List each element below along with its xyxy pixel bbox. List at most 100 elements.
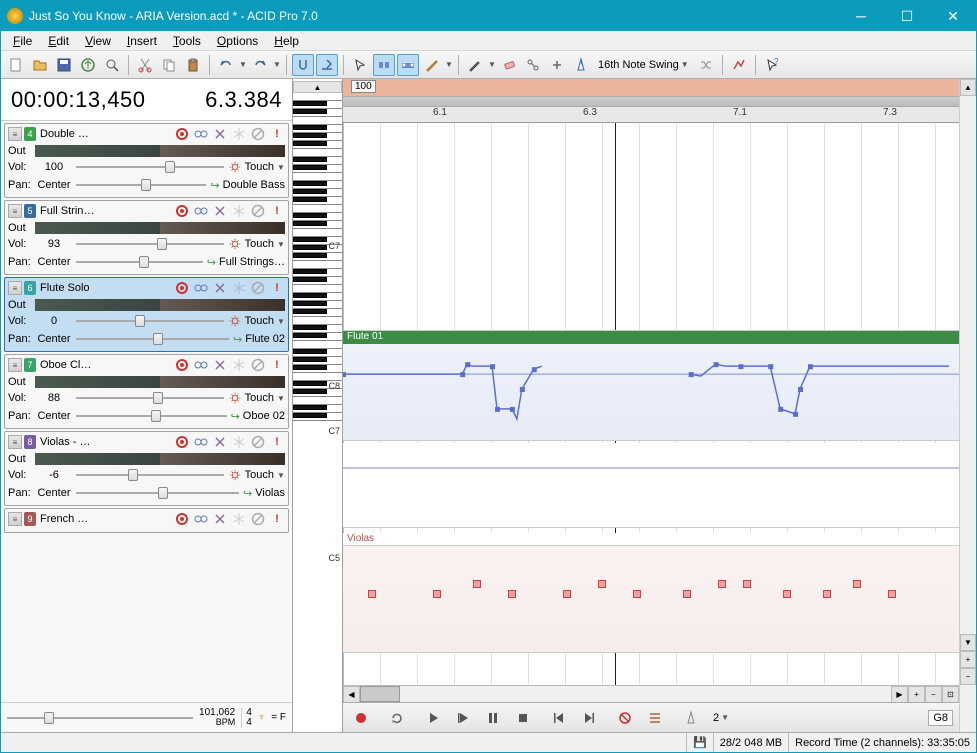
- automation-mode[interactable]: Touch▼: [228, 314, 285, 328]
- menu-edit[interactable]: Edit: [40, 32, 77, 50]
- fx-icon[interactable]: [212, 203, 228, 219]
- autoscroll-button[interactable]: [316, 54, 338, 76]
- timesig-denominator[interactable]: 4: [246, 718, 252, 728]
- midi-note[interactable]: [633, 590, 641, 598]
- solo-icon[interactable]: !: [269, 511, 285, 527]
- lane-flute[interactable]: Flute 01: [343, 331, 959, 441]
- pan-slider[interactable]: [76, 332, 229, 346]
- selection-tool-button[interactable]: [349, 54, 371, 76]
- track-name[interactable]: Violas - …: [38, 436, 172, 448]
- fx-icon[interactable]: [212, 126, 228, 142]
- pause-button[interactable]: [481, 707, 505, 729]
- fx-icon[interactable]: [212, 280, 228, 296]
- midi-note[interactable]: [683, 590, 691, 598]
- automation-mode[interactable]: Touch▼: [228, 237, 285, 251]
- pan-slider[interactable]: [76, 486, 239, 500]
- options-button[interactable]: [643, 707, 667, 729]
- record-arm-icon[interactable]: [174, 511, 190, 527]
- menu-help[interactable]: Help: [266, 32, 307, 50]
- solo-icon[interactable]: !: [269, 357, 285, 373]
- play-from-start-button[interactable]: [451, 707, 475, 729]
- pan-slider[interactable]: [76, 178, 206, 192]
- record-arm-icon[interactable]: [174, 126, 190, 142]
- automation-icon[interactable]: [193, 357, 209, 373]
- automation-mode[interactable]: Touch▼: [228, 468, 285, 482]
- shuffle-button[interactable]: [695, 54, 717, 76]
- output-routing[interactable]: ↪Full Strings…: [207, 256, 285, 269]
- pan-slider[interactable]: [76, 409, 227, 423]
- zoom-fit-button[interactable]: ⊡: [942, 686, 959, 703]
- menu-tools[interactable]: Tools: [165, 32, 209, 50]
- paint-tool-button[interactable]: [421, 54, 443, 76]
- output-routing[interactable]: ↪Flute 02: [233, 333, 285, 346]
- automation-icon[interactable]: [193, 280, 209, 296]
- new-button[interactable]: [5, 54, 27, 76]
- track-name[interactable]: Oboe Cl…: [38, 359, 172, 371]
- mute-icon[interactable]: [250, 511, 266, 527]
- midi-note[interactable]: [563, 590, 571, 598]
- undo-dropdown[interactable]: ▼: [239, 60, 247, 69]
- ruler[interactable]: 6.16.37.17.3: [343, 107, 959, 123]
- midi-note[interactable]: [743, 580, 751, 588]
- automation-icon[interactable]: [193, 203, 209, 219]
- track-grip-icon[interactable]: ≡: [8, 512, 22, 526]
- save-button[interactable]: [53, 54, 75, 76]
- copy-button[interactable]: [158, 54, 180, 76]
- piano-keys[interactable]: C7C8C7C5: [293, 93, 342, 732]
- automation-icon[interactable]: [193, 511, 209, 527]
- midi-note[interactable]: [718, 580, 726, 588]
- time-counter[interactable]: 00:00:13,450 6.3.384: [1, 79, 292, 121]
- paste-button[interactable]: [182, 54, 204, 76]
- automation-icon[interactable]: [193, 126, 209, 142]
- record-arm-icon[interactable]: [174, 203, 190, 219]
- track-grip-icon[interactable]: ≡: [8, 358, 22, 372]
- fx-icon[interactable]: [212, 511, 228, 527]
- tuning-fork-icon[interactable]: ♆: [258, 712, 266, 723]
- zoom-out-h-button[interactable]: −: [925, 686, 942, 703]
- zoom-tool-button[interactable]: [546, 54, 568, 76]
- open-button[interactable]: [29, 54, 51, 76]
- pencil-tool-button[interactable]: [464, 54, 486, 76]
- automation-mode[interactable]: Touch▼: [228, 391, 285, 405]
- record-arm-icon[interactable]: [174, 280, 190, 296]
- menu-view[interactable]: View: [77, 32, 119, 50]
- loop-region-bar[interactable]: [343, 97, 959, 107]
- record-button[interactable]: [349, 707, 373, 729]
- automation-mode[interactable]: Touch▼: [228, 160, 285, 174]
- close-button[interactable]: ✕: [930, 1, 976, 31]
- go-start-button[interactable]: [547, 707, 571, 729]
- paint-dropdown[interactable]: ▼: [445, 60, 453, 69]
- clip-area[interactable]: Flute 01 Violas: [343, 123, 959, 685]
- zoom-in-v-button[interactable]: +: [960, 651, 976, 668]
- maximize-button[interactable]: ☐: [884, 1, 930, 31]
- track-name[interactable]: French …: [38, 513, 172, 525]
- volume-slider[interactable]: [76, 391, 224, 405]
- erase-tool-button[interactable]: [498, 54, 520, 76]
- tempo-tool-button[interactable]: [570, 54, 592, 76]
- freeze-icon[interactable]: [231, 280, 247, 296]
- track-name[interactable]: Flute Solo: [38, 282, 172, 294]
- pencil-dropdown[interactable]: ▼: [488, 60, 496, 69]
- freeze-icon[interactable]: [231, 357, 247, 373]
- midi-note[interactable]: [508, 590, 516, 598]
- menu-options[interactable]: Options: [209, 32, 266, 50]
- automation-icon[interactable]: [193, 434, 209, 450]
- menu-insert[interactable]: Insert: [119, 32, 165, 50]
- help-tool-button[interactable]: ?: [761, 54, 783, 76]
- redo-button[interactable]: [249, 54, 271, 76]
- midi-note[interactable]: [598, 580, 606, 588]
- track-name[interactable]: Full Strin…: [38, 205, 172, 217]
- track-8[interactable]: ≡ 8 Violas - … ! Out Vol:-6 Touch▼ Pa: [4, 431, 289, 506]
- volume-slider[interactable]: [76, 237, 224, 251]
- mute-icon[interactable]: [250, 203, 266, 219]
- track-grip-icon[interactable]: ≡: [8, 127, 22, 141]
- envelope-tool-button[interactable]: [397, 54, 419, 76]
- draw-tool-button[interactable]: [373, 54, 395, 76]
- midi-note[interactable]: [368, 590, 376, 598]
- track-grip-icon[interactable]: ≡: [8, 435, 22, 449]
- mute-icon[interactable]: [250, 357, 266, 373]
- redo-dropdown[interactable]: ▼: [273, 60, 281, 69]
- volume-slider[interactable]: [76, 160, 224, 174]
- track-grip-icon[interactable]: ≡: [8, 204, 22, 218]
- vscrollbar[interactable]: ▲ ▼ + −: [959, 79, 976, 732]
